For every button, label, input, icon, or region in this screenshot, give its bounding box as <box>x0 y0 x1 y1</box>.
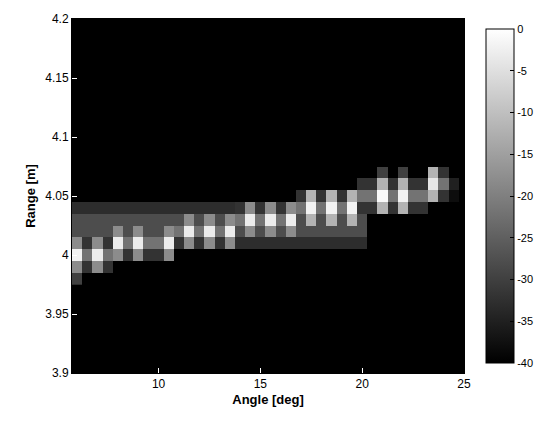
svg-text:-25: -25 <box>517 232 533 244</box>
svg-text:3.9: 3.9 <box>52 366 69 380</box>
svg-text:0: 0 <box>517 23 523 35</box>
svg-text:-35: -35 <box>517 315 533 327</box>
svg-text:-40: -40 <box>517 357 533 369</box>
svg-text:20: 20 <box>356 377 370 391</box>
svg-text:4.2: 4.2 <box>52 12 69 26</box>
svg-text:4.15: 4.15 <box>45 71 69 85</box>
svg-text:10: 10 <box>152 377 166 391</box>
svg-text:25: 25 <box>457 377 471 391</box>
svg-text:15: 15 <box>254 377 268 391</box>
svg-text:-20: -20 <box>517 190 533 202</box>
svg-text:3.95: 3.95 <box>45 307 69 321</box>
svg-text:-15: -15 <box>517 148 533 160</box>
svg-text:-30: -30 <box>517 273 533 285</box>
svg-text:-10: -10 <box>517 106 533 118</box>
svg-text:4.1: 4.1 <box>52 130 69 144</box>
svg-text:Angle [deg]: Angle [deg] <box>232 392 304 407</box>
svg-text:4: 4 <box>62 248 69 262</box>
svg-text:Range [m]: Range [m] <box>23 164 38 228</box>
svg-text:-5: -5 <box>517 65 527 77</box>
svg-text:4.05: 4.05 <box>45 189 69 203</box>
